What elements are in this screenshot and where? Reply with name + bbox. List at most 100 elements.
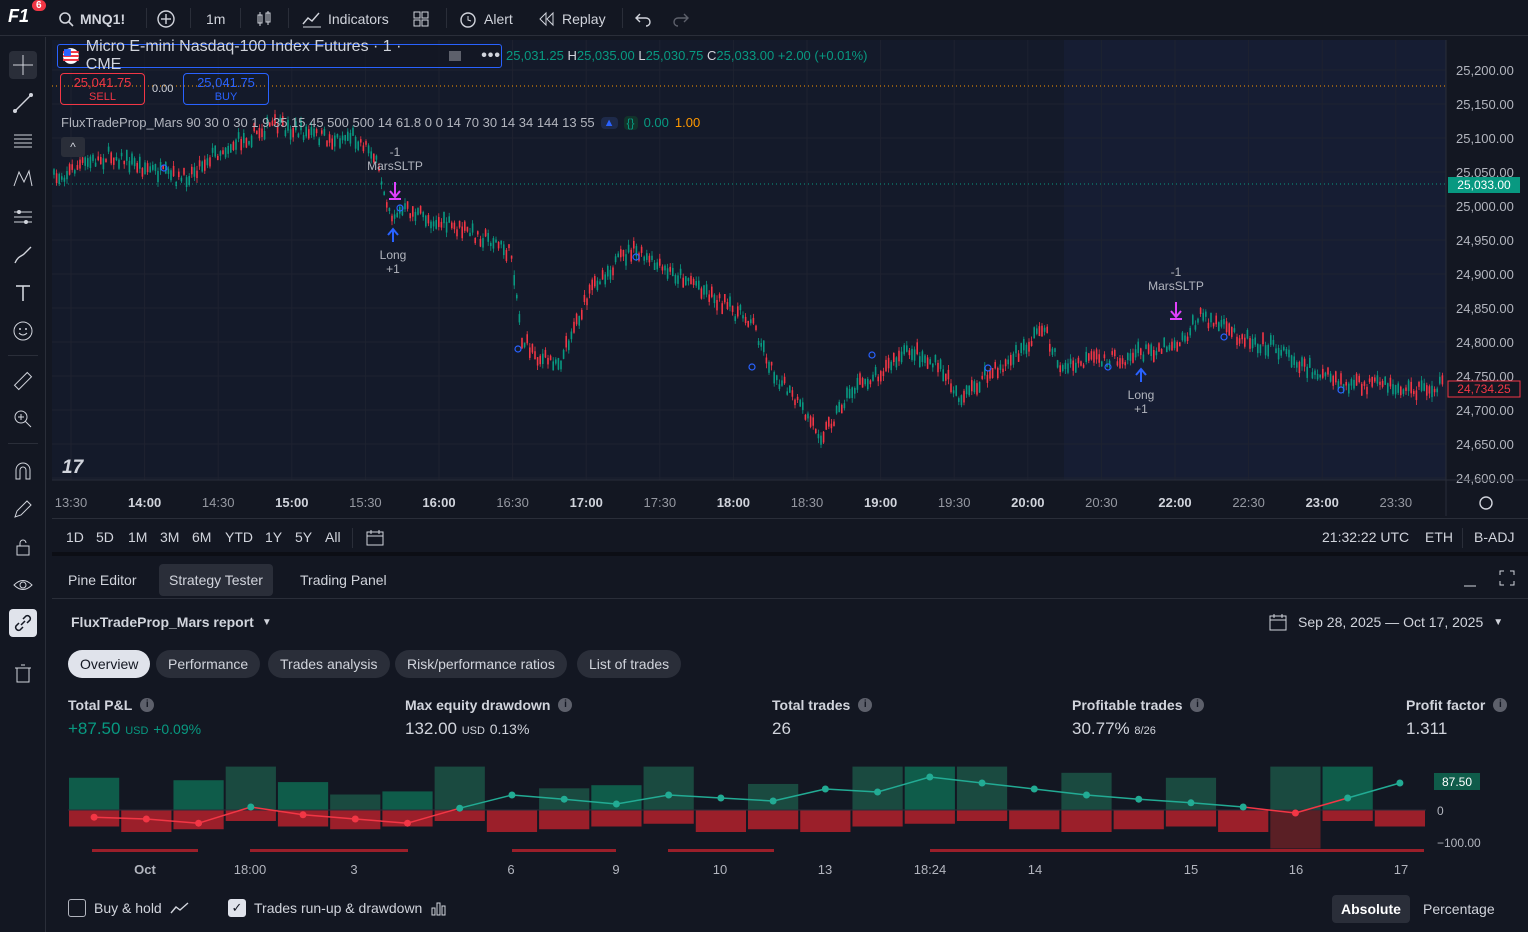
subtab-performance[interactable]: Performance bbox=[156, 650, 261, 678]
layouts-button[interactable] bbox=[412, 8, 430, 30]
candle-body bbox=[1272, 339, 1275, 345]
replay-button[interactable]: Replay bbox=[538, 8, 606, 30]
emoji-icon[interactable] bbox=[9, 317, 37, 345]
symbol-legend[interactable]: Micro E-mini Nasdaq-100 Index Futures · … bbox=[57, 38, 502, 73]
adjustment-toggle[interactable]: B-ADJ bbox=[1474, 529, 1515, 545]
compare-button[interactable] bbox=[156, 8, 176, 30]
indicator-legend[interactable]: FluxTradeProp_Mars 90 30 0 30 1 9 35 15 … bbox=[61, 115, 700, 130]
runup-drawdown-toggle[interactable]: ✓ Trades run-up & drawdown bbox=[228, 899, 448, 917]
candle-body bbox=[375, 155, 378, 160]
sell-price: 25,041.75 bbox=[73, 75, 132, 90]
candle-body bbox=[302, 135, 305, 140]
minimize-icon[interactable] bbox=[1462, 572, 1478, 588]
info-icon[interactable]: i bbox=[858, 698, 873, 712]
info-icon[interactable]: i bbox=[140, 698, 155, 712]
subtab-risk-ratios[interactable]: Risk/performance ratios bbox=[395, 650, 567, 678]
candle-body bbox=[984, 366, 986, 376]
candle-body bbox=[1233, 328, 1236, 332]
buy-button[interactable]: 25,041.75 BUY bbox=[183, 73, 269, 105]
link-icon[interactable] bbox=[9, 609, 37, 637]
range-1m[interactable]: 1M bbox=[128, 529, 148, 545]
tab-pine-editor[interactable]: Pine Editor bbox=[68, 572, 137, 588]
absolute-toggle[interactable]: Absolute bbox=[1332, 895, 1410, 923]
pattern-icon[interactable] bbox=[9, 165, 37, 193]
buy-hold-toggle[interactable]: Buy & hold bbox=[68, 899, 190, 917]
lock-icon[interactable] bbox=[9, 533, 37, 561]
source-code-icon[interactable]: {} bbox=[623, 115, 638, 130]
magnet-icon[interactable] bbox=[9, 457, 37, 485]
info-icon[interactable]: i bbox=[1190, 698, 1205, 712]
range-1y[interactable]: 1Y bbox=[265, 529, 283, 545]
range-1d[interactable]: 1D bbox=[66, 529, 84, 545]
chart-type-button[interactable] bbox=[255, 8, 273, 30]
range-5y[interactable]: 5Y bbox=[295, 529, 313, 545]
interval-button[interactable]: 1m bbox=[206, 11, 226, 27]
sell-button[interactable]: 25,041.75 SELL bbox=[60, 73, 145, 105]
alert-button[interactable]: Alert bbox=[458, 8, 513, 30]
range-5d[interactable]: 5D bbox=[96, 529, 114, 545]
calendar-goto-icon[interactable] bbox=[365, 528, 385, 548]
info-icon[interactable]: i bbox=[558, 698, 573, 712]
ruler-icon[interactable] bbox=[9, 367, 37, 395]
candle-body bbox=[815, 429, 817, 434]
subtab-trades-analysis[interactable]: Trades analysis bbox=[268, 650, 390, 678]
flag-marker-icon[interactable] bbox=[449, 51, 462, 61]
candle-body bbox=[895, 357, 898, 368]
trend-line-icon[interactable] bbox=[9, 89, 37, 117]
maximize-icon[interactable] bbox=[1498, 569, 1516, 587]
candle-body bbox=[482, 238, 484, 248]
session-toggle[interactable]: ETH bbox=[1425, 529, 1453, 545]
candle-body bbox=[1132, 352, 1134, 363]
crosshair-icon[interactable] bbox=[9, 51, 37, 79]
candle-body bbox=[331, 138, 333, 150]
tab-trading-panel[interactable]: Trading Panel bbox=[300, 572, 387, 588]
horizontal-lines-icon[interactable] bbox=[9, 127, 37, 155]
candle-body bbox=[1332, 375, 1334, 386]
range-all[interactable]: All bbox=[325, 529, 341, 545]
range-6m[interactable]: 6M bbox=[192, 529, 212, 545]
indicators-button[interactable]: Indicators bbox=[302, 8, 389, 30]
undo-button[interactable] bbox=[634, 8, 652, 30]
tab-strategy-tester[interactable]: Strategy Tester bbox=[159, 564, 273, 596]
more-options-icon[interactable]: ••• bbox=[481, 47, 501, 64]
brush-icon[interactable] bbox=[9, 241, 37, 269]
forecast-icon[interactable] bbox=[9, 203, 37, 231]
candle-body bbox=[744, 316, 747, 323]
text-icon[interactable] bbox=[9, 279, 37, 307]
collapse-legend-button[interactable]: ^ bbox=[61, 137, 85, 157]
clock-display[interactable]: 21:32:22 UTC bbox=[1322, 529, 1410, 545]
candle-body bbox=[1418, 381, 1420, 387]
percentage-toggle[interactable]: Percentage bbox=[1423, 901, 1495, 917]
app-logo[interactable]: F1 6 bbox=[8, 0, 46, 30]
candle-body bbox=[887, 357, 890, 369]
date-range-picker[interactable]: Sep 28, 2025 — Oct 17, 2025 ▼ bbox=[1268, 612, 1503, 632]
subtab-list-of-trades[interactable]: List of trades bbox=[577, 650, 682, 678]
alarm-clock-icon bbox=[460, 12, 476, 28]
trash-icon[interactable] bbox=[9, 659, 37, 687]
report-title-dropdown[interactable]: FluxTradeProp_Mars report ▼ bbox=[71, 614, 272, 630]
candle-body bbox=[705, 284, 708, 295]
eye-icon[interactable] bbox=[9, 571, 37, 599]
candle-body bbox=[656, 262, 658, 270]
price-tick: 24,750.00 bbox=[1456, 369, 1514, 384]
pencil-lock-icon[interactable] bbox=[9, 495, 37, 523]
settings-gear-icon[interactable] bbox=[1479, 496, 1493, 510]
redo-button[interactable] bbox=[672, 8, 690, 30]
candle-body bbox=[1051, 348, 1054, 355]
tradingview-logo[interactable]: 17 bbox=[62, 457, 84, 478]
symbol-search-button[interactable]: MNQ1! bbox=[58, 8, 125, 30]
buy-hold-checkbox[interactable] bbox=[68, 899, 86, 917]
runup-drawdown-checkbox[interactable]: ✓ bbox=[228, 899, 246, 917]
zoom-in-icon[interactable] bbox=[9, 405, 37, 433]
range-3m[interactable]: 3M bbox=[160, 529, 180, 545]
indicator-settings-icon[interactable]: ▲ bbox=[600, 116, 618, 129]
range-ytd[interactable]: YTD bbox=[225, 529, 253, 545]
candle-body bbox=[232, 141, 235, 151]
candle-body bbox=[235, 139, 237, 150]
subtab-overview[interactable]: Overview bbox=[68, 650, 151, 678]
price-chart[interactable]: 25,200.00 25,150.00 25,100.00 25,050.00 25,0… bbox=[52, 40, 1528, 516]
price-tick: 24,800.00 bbox=[1456, 335, 1514, 350]
entry-arrow-icon bbox=[1135, 367, 1147, 382]
info-icon[interactable]: i bbox=[1493, 698, 1508, 712]
equity-chart[interactable]: 87.50 0 −100.00 Oct 18:00 3 6 9 10 13 18:24 14 15 16 1… bbox=[52, 758, 1528, 888]
